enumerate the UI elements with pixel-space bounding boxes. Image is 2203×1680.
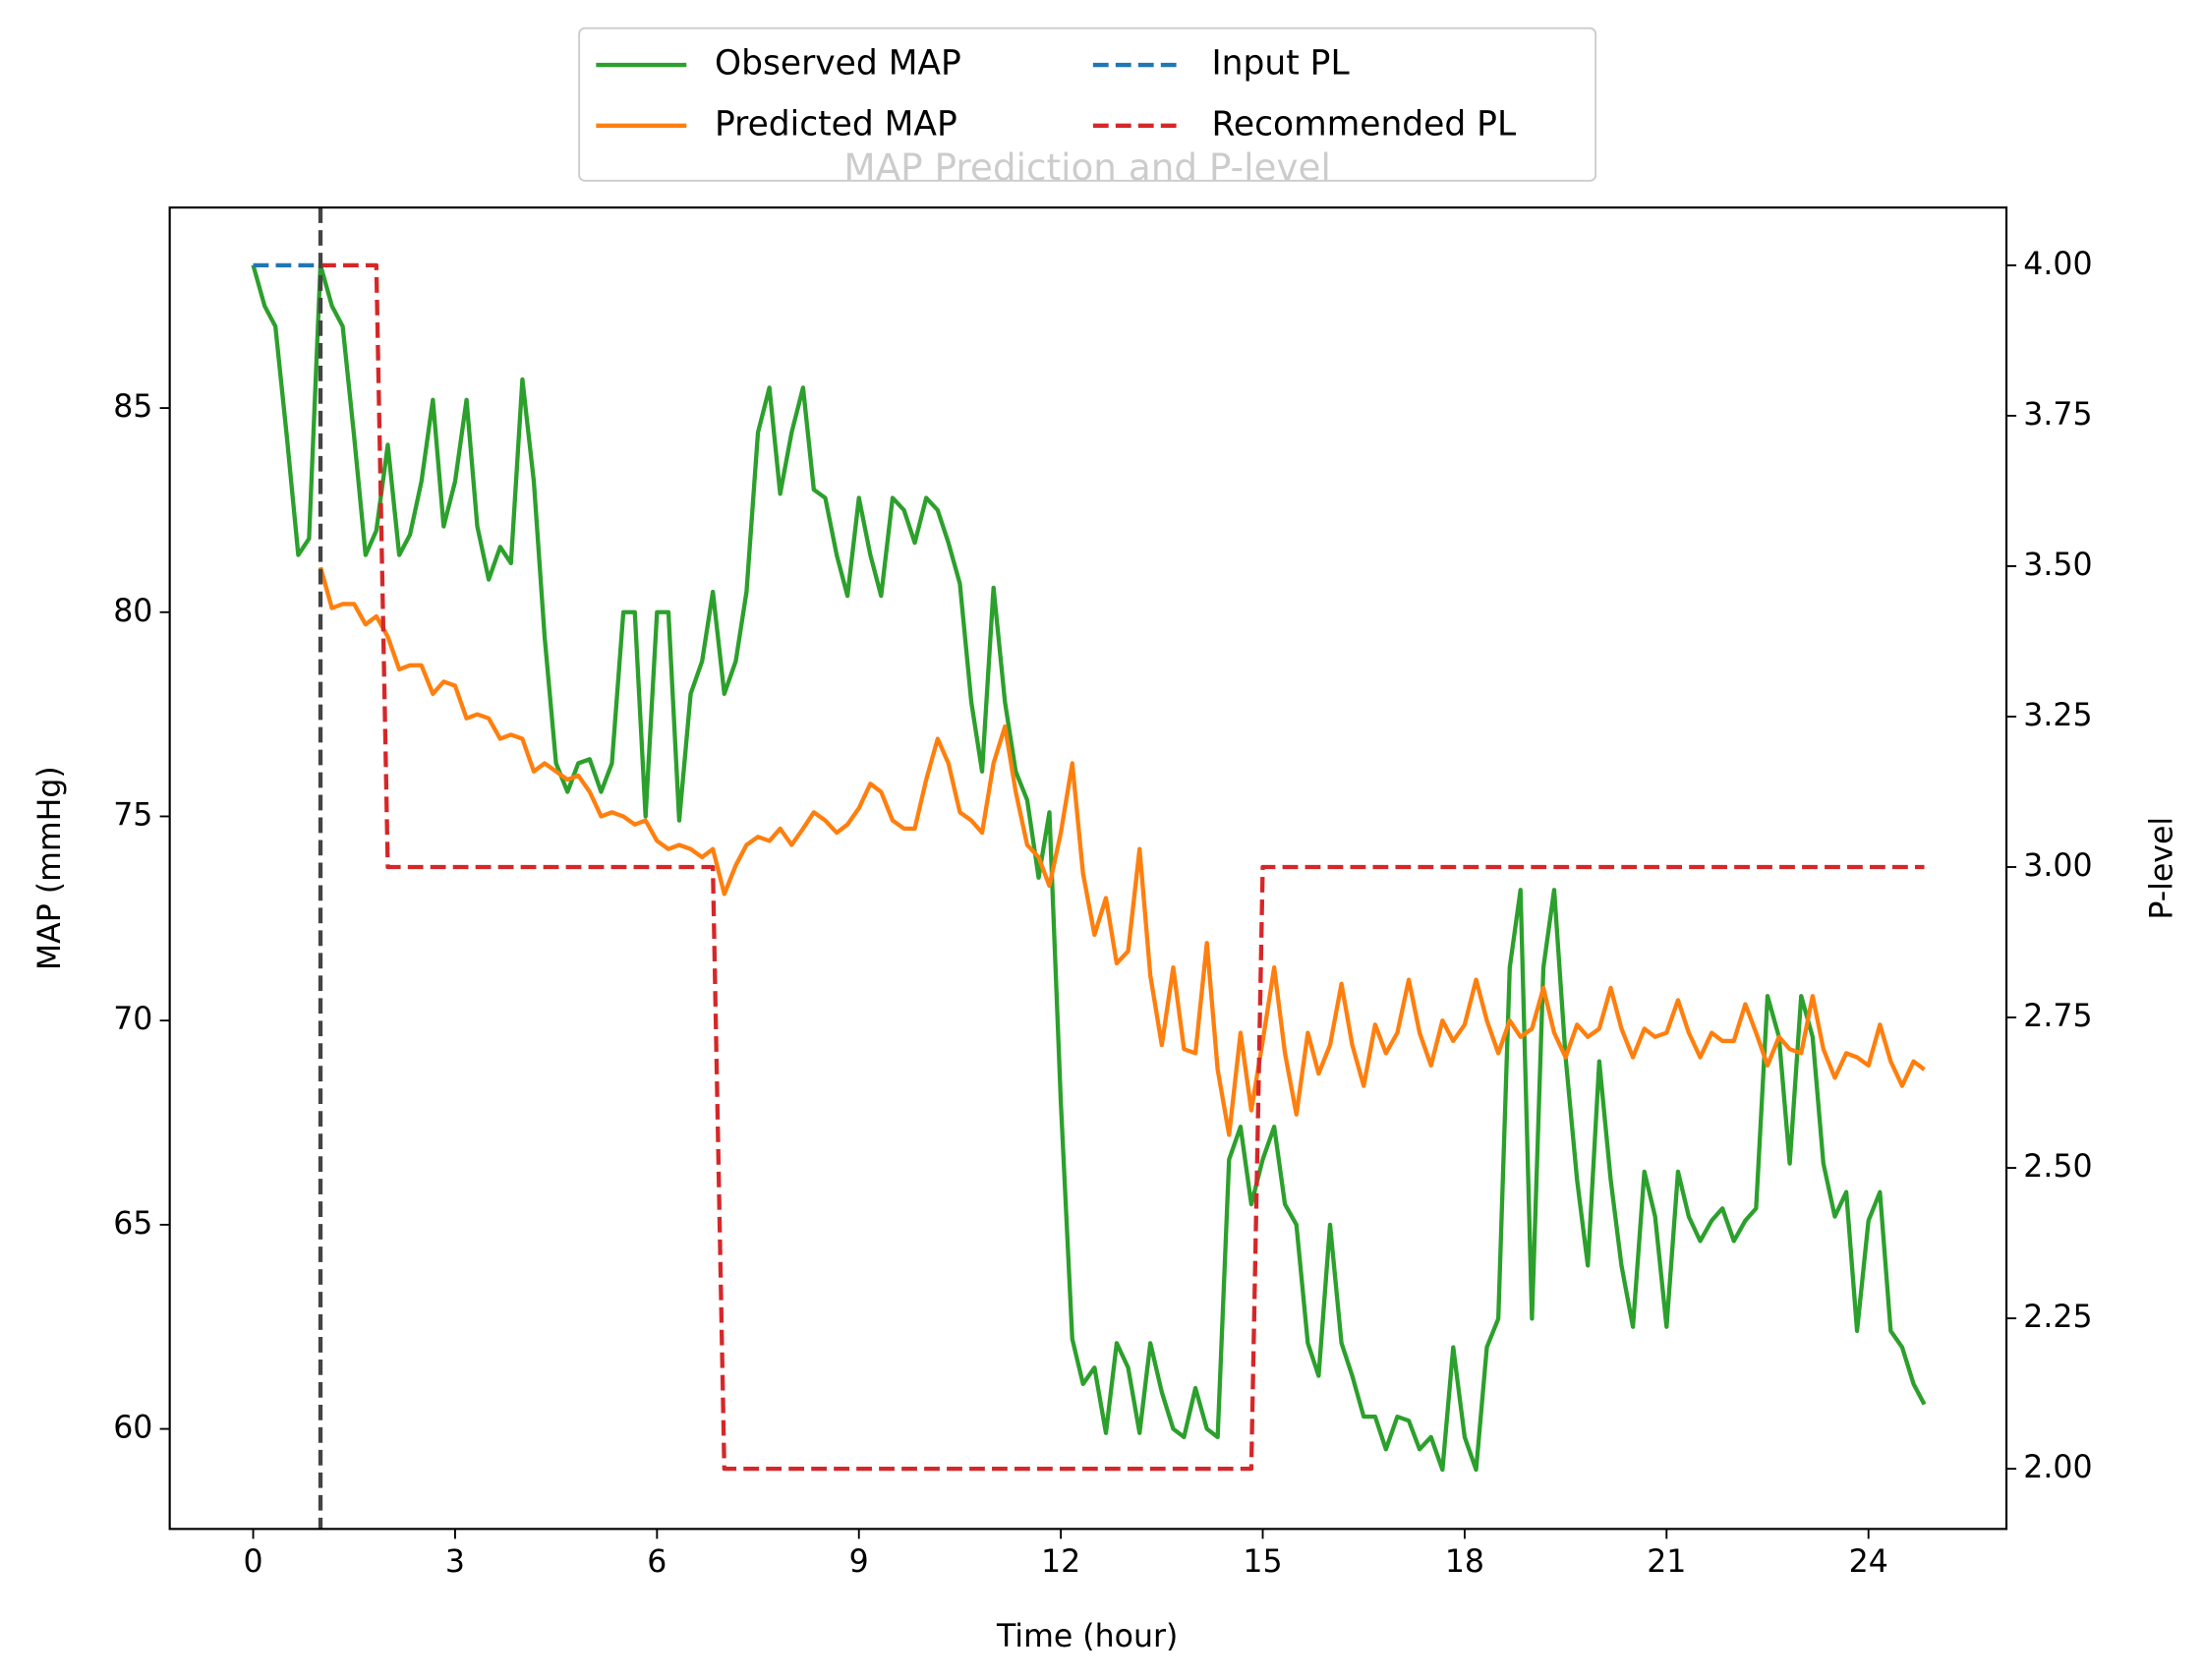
legend-label: Predicted MAP xyxy=(715,104,957,144)
y-tick-label: 70 xyxy=(113,1002,152,1037)
y-tick-label: 85 xyxy=(113,389,152,425)
y2-tick-label: 4.00 xyxy=(2023,247,2092,282)
x-tick-label: 12 xyxy=(1041,1544,1080,1580)
y2-tick-label: 2.25 xyxy=(2023,1300,2092,1335)
y-axis-label: MAP (mmHg) xyxy=(32,766,68,970)
y-tick-label: 60 xyxy=(113,1411,152,1446)
y2-tick-label: 3.25 xyxy=(2023,698,2092,733)
x-tick-label: 6 xyxy=(647,1544,667,1580)
y2-axis-label: P-level xyxy=(2144,817,2179,920)
y2-tick-label: 3.50 xyxy=(2023,548,2092,583)
x-tick-label: 18 xyxy=(1445,1544,1484,1580)
y2-tick-label: 2.50 xyxy=(2023,1149,2092,1185)
legend-box xyxy=(578,27,1597,182)
data-line xyxy=(320,262,1925,1472)
legend-label: Observed MAP xyxy=(715,44,961,84)
y-tick-label: 75 xyxy=(113,797,152,833)
y2-tick-label: 2.75 xyxy=(2023,999,2092,1034)
y2-tick-label: 3.75 xyxy=(2023,397,2092,433)
x-tick-label: 15 xyxy=(1243,1544,1282,1580)
y2-tick-label: 3.00 xyxy=(2023,848,2092,884)
y2-tick-label: 2.00 xyxy=(2023,1450,2092,1485)
x-tick-label: 0 xyxy=(244,1544,263,1580)
x-tick-label: 3 xyxy=(445,1544,465,1580)
x-tick-label: 24 xyxy=(1849,1544,1888,1580)
legend-label: Input PL xyxy=(1212,44,1351,84)
y-tick-label: 65 xyxy=(113,1206,152,1242)
legend-label: Recommended PL xyxy=(1212,104,1517,144)
data-line xyxy=(318,566,1926,1137)
data-line xyxy=(251,262,1927,1473)
y-tick-label: 80 xyxy=(113,594,152,629)
x-tick-label: 9 xyxy=(849,1544,869,1580)
plot-frame xyxy=(168,206,2008,1531)
x-tick-label: 21 xyxy=(1647,1544,1686,1580)
x-axis-label: Time (hour) xyxy=(996,1619,1178,1654)
